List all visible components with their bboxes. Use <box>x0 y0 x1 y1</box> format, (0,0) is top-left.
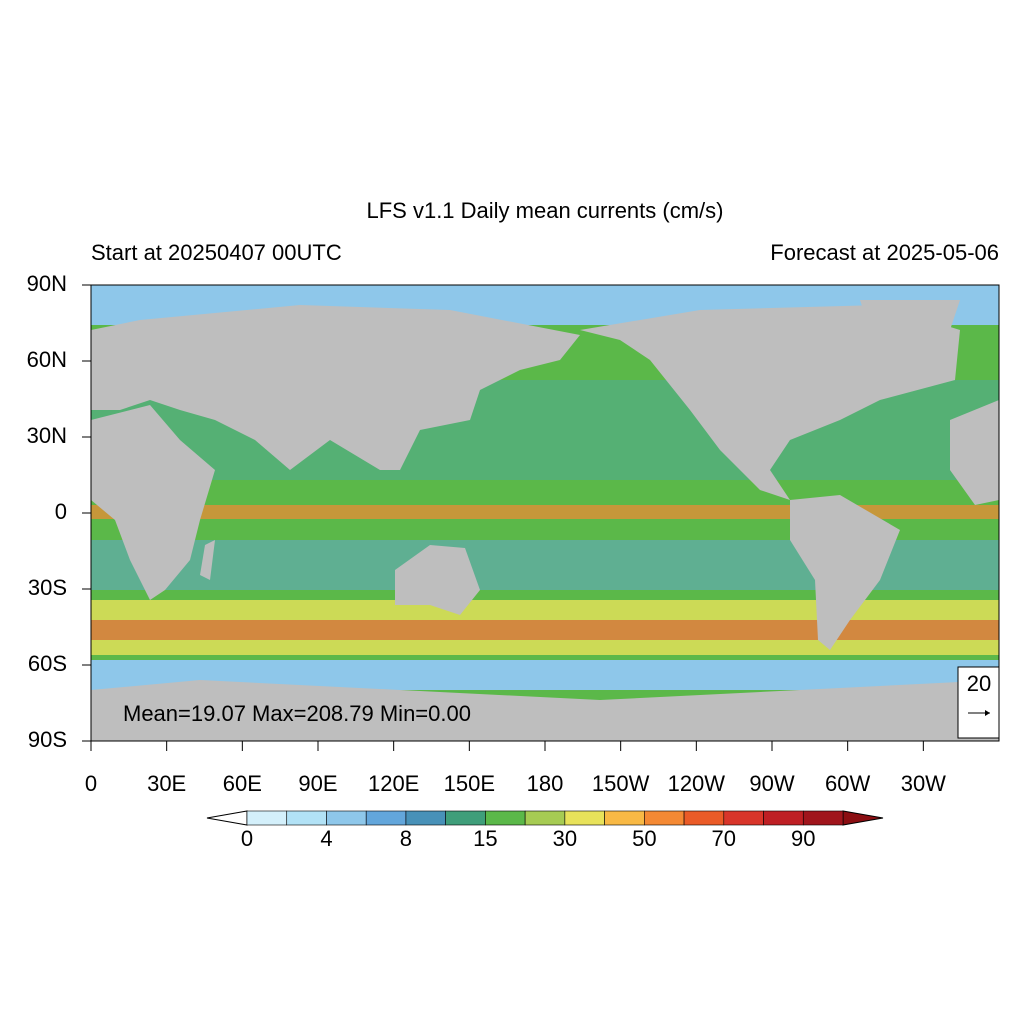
lon-tick-label: 90W <box>749 771 794 796</box>
colorbar-box <box>763 810 804 826</box>
colorbar-box <box>683 810 725 826</box>
colorbar-box <box>485 810 526 826</box>
colorbar-box <box>802 810 844 826</box>
vector-reference: 20 <box>967 671 991 696</box>
land <box>790 495 900 650</box>
lon-tick-label: 180 <box>527 771 564 796</box>
land <box>91 680 999 741</box>
land <box>200 540 215 580</box>
map <box>90 284 1000 742</box>
colorbar-box <box>445 810 486 826</box>
stats: Mean=19.07 Max=208.79 Min=0.00 <box>123 701 471 726</box>
subtitle-left: Start at 20250407 00UTC <box>91 240 342 265</box>
lat-tick-label: 30N <box>27 423 67 448</box>
land <box>91 305 580 470</box>
lon-tick-label: 60W <box>825 771 870 796</box>
vector-legend: 20 <box>957 666 1000 739</box>
lat-tick-label: 0 <box>55 499 67 524</box>
colorbar-box <box>604 810 645 826</box>
colorbar-box <box>246 810 288 826</box>
lat-tick-label: 90S <box>28 727 67 752</box>
lon-tick-label: 90E <box>298 771 337 796</box>
colorbar-label: 0 <box>241 826 253 851</box>
colorbar-label: 50 <box>632 826 656 851</box>
subtitle-right: Forecast at 2025-05-06 <box>770 240 999 265</box>
lon-tick-label: 0 <box>85 771 97 796</box>
lat-tick-label: 60S <box>28 651 67 676</box>
colorbar-label: 90 <box>791 826 815 851</box>
colorbar-label: 15 <box>473 826 497 851</box>
ocean-band <box>91 505 999 519</box>
land <box>580 305 960 500</box>
lon-tick-label: 150E <box>444 771 495 796</box>
ocean-band <box>91 620 999 640</box>
colorbar-box <box>365 810 407 826</box>
vector-arrowhead <box>985 710 990 716</box>
land <box>395 545 480 615</box>
colorbar-label: 70 <box>712 826 736 851</box>
lat-tick-label: 30S <box>28 575 67 600</box>
land <box>91 405 215 600</box>
colorbar-box <box>644 810 685 826</box>
colorbar-label: 4 <box>320 826 332 851</box>
lon-tick-label: 60E <box>223 771 262 796</box>
vector-legend-box <box>957 666 1000 739</box>
lon-tick-label: 30W <box>901 771 946 796</box>
lat-tick-label: 90N <box>27 271 67 296</box>
colorbar-box <box>326 810 367 826</box>
colorbar-under <box>206 810 248 826</box>
colorbar-box <box>723 810 764 826</box>
colorbar-box <box>524 810 566 826</box>
lon-tick-label: 120W <box>668 771 726 796</box>
lon-tick-label: 120E <box>368 771 419 796</box>
colorbar-box <box>564 810 605 826</box>
lat-tick-label: 60N <box>27 347 67 372</box>
title: LFS v1.1 Daily mean currents (cm/s) <box>367 198 724 223</box>
colorbar-box <box>286 810 327 826</box>
colorbar-over <box>842 810 884 826</box>
land <box>860 300 960 370</box>
colorbar-box <box>405 810 446 826</box>
lon-tick-label: 150W <box>592 771 650 796</box>
colorbar-label: 30 <box>553 826 577 851</box>
land <box>950 400 999 505</box>
colorbar-label: 8 <box>400 826 412 851</box>
lon-tick-label: 30E <box>147 771 186 796</box>
